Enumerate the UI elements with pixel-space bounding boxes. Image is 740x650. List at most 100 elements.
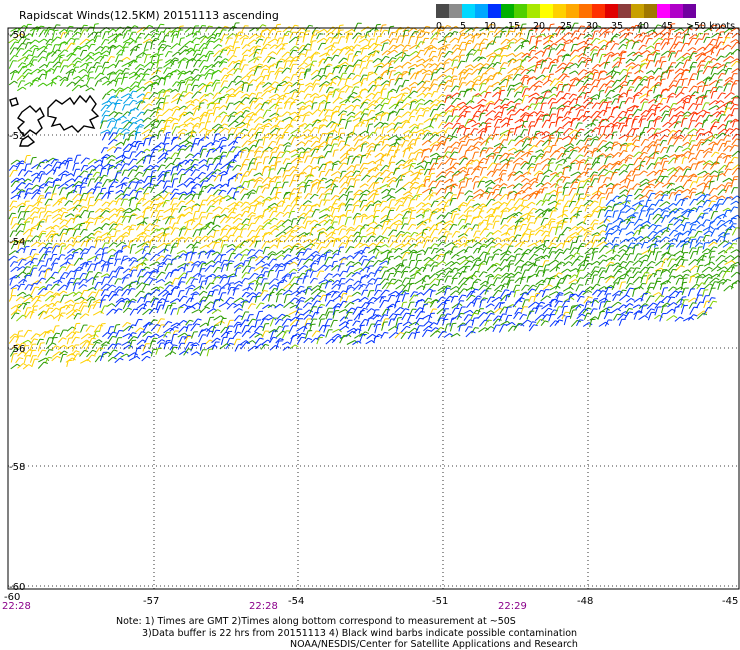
wind-barb-flag bbox=[204, 36, 209, 39]
wind-barb-flag bbox=[28, 54, 33, 57]
wind-barb-flag bbox=[729, 128, 734, 131]
wind-barb bbox=[549, 130, 557, 136]
wind-barb-flag bbox=[577, 146, 581, 150]
wind-barb bbox=[106, 79, 114, 86]
wind-barb bbox=[578, 146, 585, 153]
wind-barb bbox=[547, 98, 553, 105]
wind-barb-flag bbox=[21, 177, 26, 182]
wind-barb bbox=[561, 84, 565, 93]
wind-barb bbox=[289, 46, 296, 52]
wind-barb bbox=[255, 83, 260, 92]
wind-barb-flag bbox=[201, 74, 206, 76]
wind-barb-flag bbox=[617, 52, 622, 56]
wind-barb bbox=[717, 92, 723, 100]
wind-barb-flag bbox=[139, 165, 144, 168]
wind-barb bbox=[534, 50, 542, 56]
wind-barb bbox=[219, 49, 224, 56]
wind-barb bbox=[190, 68, 196, 75]
wind-barb bbox=[275, 98, 281, 105]
wind-barb bbox=[283, 60, 287, 69]
wind-barb bbox=[219, 34, 225, 43]
wind-barb bbox=[184, 79, 189, 86]
wind-barb-flag bbox=[566, 66, 571, 69]
wind-barb bbox=[303, 93, 308, 100]
wind-barb-flag bbox=[609, 170, 614, 174]
wind-barb-flag bbox=[132, 145, 137, 148]
wind-barb-flag bbox=[622, 50, 627, 53]
wind-barb bbox=[52, 44, 56, 52]
wind-barb-flag bbox=[240, 80, 245, 84]
wind-barb-flag bbox=[84, 170, 89, 173]
wind-barb bbox=[247, 79, 254, 86]
wind-barb-flag bbox=[294, 24, 299, 27]
wind-barb-flag bbox=[568, 32, 573, 35]
wind-barb-flag bbox=[609, 141, 614, 145]
wind-barb-flag bbox=[231, 127, 236, 130]
wind-barb bbox=[606, 69, 614, 76]
wind-barb bbox=[695, 150, 701, 159]
wind-barb-flag bbox=[28, 170, 33, 173]
wind-barb bbox=[451, 55, 458, 62]
wind-barb bbox=[191, 91, 198, 99]
wind-barb-flag bbox=[436, 152, 440, 157]
wind-barb-flag bbox=[251, 168, 256, 170]
wind-barb-flag bbox=[268, 122, 273, 127]
wind-barb-flag bbox=[652, 104, 657, 107]
wind-barb bbox=[260, 30, 263, 39]
wind-barb bbox=[218, 86, 225, 94]
wind-barb bbox=[660, 128, 668, 134]
wind-barb bbox=[337, 128, 341, 136]
wind-barb-flag bbox=[115, 178, 119, 182]
wind-barb-flag bbox=[485, 63, 490, 66]
wind-barb bbox=[512, 74, 518, 81]
wind-barb-flag bbox=[546, 151, 551, 153]
wind-barb bbox=[353, 35, 359, 44]
wind-barb bbox=[267, 38, 276, 44]
wind-barb-flag bbox=[118, 99, 123, 102]
wind-barb-flag bbox=[667, 121, 672, 125]
wind-barb bbox=[163, 61, 171, 68]
wind-barb-flag bbox=[292, 134, 297, 137]
wind-barb-flag bbox=[457, 105, 462, 109]
wind-barb-flag bbox=[280, 58, 286, 61]
wind-barb bbox=[143, 68, 149, 75]
wind-barb bbox=[9, 55, 15, 62]
wind-barb bbox=[17, 169, 23, 177]
wind-barb bbox=[569, 63, 576, 68]
wind-barb bbox=[197, 172, 203, 178]
wind-barb-flag bbox=[406, 44, 411, 47]
wind-barb bbox=[710, 67, 714, 75]
wind-barb-flag bbox=[392, 88, 397, 92]
wind-barb-flag bbox=[117, 170, 122, 172]
wind-barb bbox=[703, 78, 708, 87]
wind-barb bbox=[687, 79, 692, 86]
wind-barb-flag bbox=[204, 164, 209, 168]
wind-barb-flag bbox=[533, 96, 538, 100]
wind-barb-flag bbox=[721, 72, 726, 75]
wind-barb-flag bbox=[544, 67, 549, 69]
wind-barb-flag bbox=[627, 117, 632, 120]
wind-barb-flag bbox=[694, 91, 699, 94]
wind-barb bbox=[325, 32, 332, 37]
wind-barb-flag bbox=[457, 47, 462, 51]
wind-barb-flag bbox=[603, 39, 608, 43]
wind-barb bbox=[492, 92, 498, 98]
wind-barb bbox=[438, 81, 444, 87]
wind-barb-flag bbox=[239, 31, 244, 34]
wind-barb bbox=[92, 51, 100, 56]
wind-barb bbox=[492, 146, 499, 153]
wind-barb bbox=[695, 109, 704, 116]
wind-barb bbox=[281, 76, 287, 82]
wind-barb bbox=[122, 42, 127, 49]
wind-barb bbox=[310, 69, 318, 76]
wind-barb-flag bbox=[354, 125, 360, 127]
wind-barb bbox=[295, 67, 302, 75]
wind-barb-flag bbox=[240, 102, 245, 106]
wind-barb-flag bbox=[455, 162, 460, 165]
wind-barb-flag bbox=[237, 68, 242, 70]
wind-barb-flag bbox=[195, 169, 200, 171]
wind-barb-flag bbox=[394, 135, 399, 139]
wind-barb-flag bbox=[201, 171, 206, 175]
wind-barb bbox=[470, 146, 477, 152]
wind-barb-flag bbox=[722, 68, 727, 72]
